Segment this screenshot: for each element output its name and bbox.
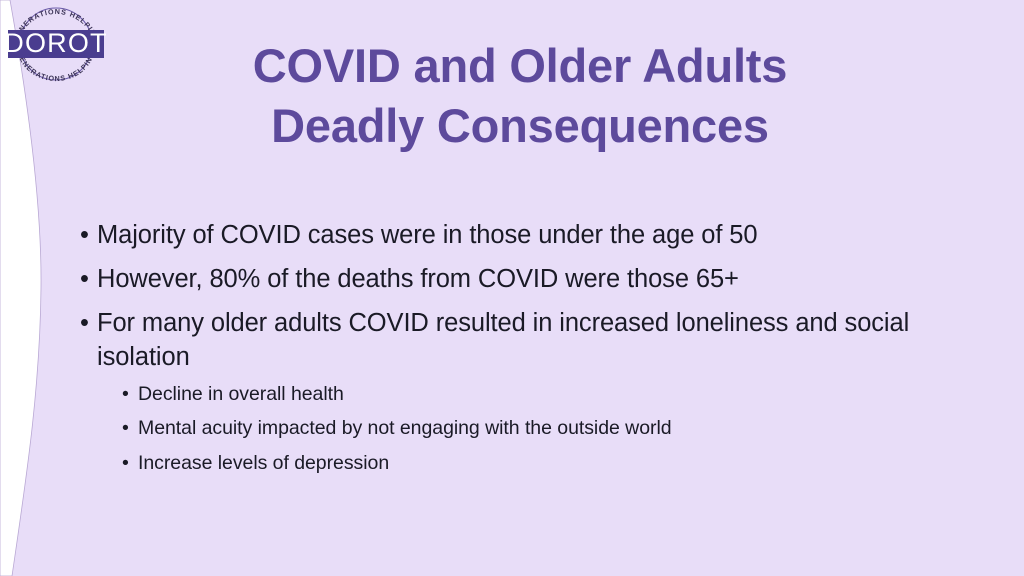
bullet-marker-icon: • [122,382,129,405]
bullet-text: Majority of COVID cases were in those un… [97,221,758,249]
left-curve-decoration [0,0,42,576]
bullet-text: For many older adults COVID resulted in … [97,308,910,371]
sub-bullet-list: • Decline in overall health • Mental acu… [97,381,918,477]
dorot-logo: GENERATIONS HELPING GENERATIONS HELPING … [4,7,108,83]
bullet-marker-icon: • [122,417,129,440]
curve-shape [0,0,42,576]
title-line-1: COVID and Older Adults [252,39,788,92]
body-content: • Majority of COVID cases were in those … [78,219,918,486]
bullet-text: However, 80% of the deaths from COVID we… [97,264,739,293]
page-title: COVID and Older Adults Deadly Consequenc… [150,36,890,156]
bullet-marker-icon: • [122,451,129,474]
sub-bullet-text: Decline in overall health [138,382,344,405]
list-item: • Decline in overall health [120,381,918,408]
bullet-list: • Majority of COVID cases were in those … [78,219,918,476]
sub-bullet-text: Increase levels of depression [138,451,390,474]
bullet-marker-icon: • [80,264,89,293]
list-item: • Majority of COVID cases were in those … [78,219,918,253]
logo-band [8,30,104,58]
list-item: • For many older adults COVID resulted i… [78,307,918,476]
sub-bullet-text: Mental acuity impacted by not engaging w… [138,417,672,440]
bullet-marker-icon: • [80,221,89,249]
list-item: • However, 80% of the deaths from COVID … [78,263,918,297]
list-item: • Mental acuity impacted by not engaging… [120,415,918,442]
list-item: • Increase levels of depression [120,450,918,477]
title-line-2: Deadly Consequences [271,99,769,153]
bullet-marker-icon: • [80,308,89,337]
logo-wordmark: DOROT [4,28,108,58]
